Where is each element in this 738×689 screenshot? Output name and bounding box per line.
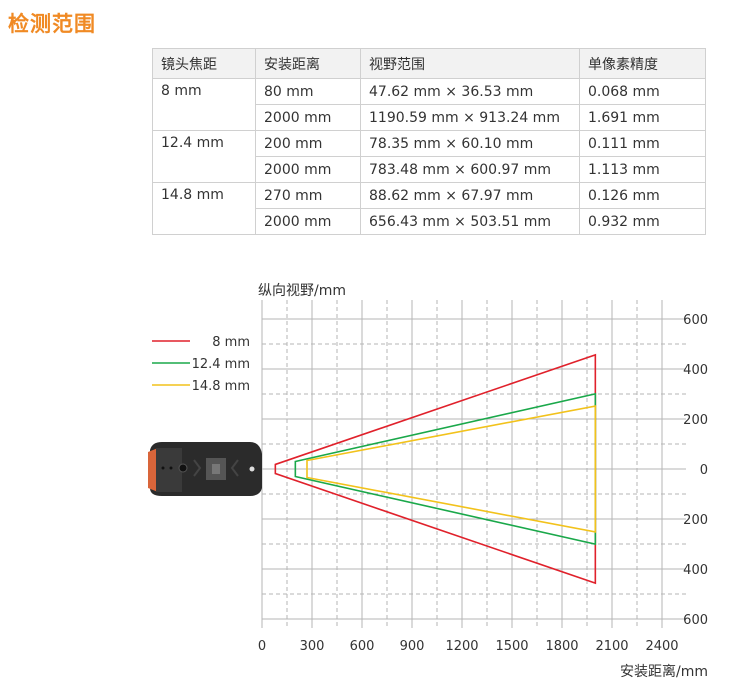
cell-precision: 1.113 mm: [579, 156, 706, 183]
x-tick-label: 900: [400, 639, 425, 654]
x-tick-label: 600: [350, 639, 375, 654]
cell-lens: 12.4 mm: [152, 130, 256, 183]
x-tick-label: 2100: [595, 639, 628, 654]
table-row: 8 mm 80 mm 47.62 mm × 36.53 mm 0.068 mm: [152, 78, 706, 131]
cell-fov: 88.62 mm × 67.97 mm: [360, 182, 580, 209]
y-tick-label: 0: [700, 463, 708, 478]
header-precision: 单像素精度: [579, 48, 706, 79]
fov-series-2: [306, 405, 597, 533]
table-header-row: 镜头焦距 安装距离 视野范围 单像素精度: [152, 48, 706, 79]
camera-image: [146, 440, 262, 498]
cell-fov: 656.43 mm × 503.51 mm: [360, 208, 580, 235]
x-tick-label: 1200: [445, 639, 478, 654]
y-tick-label: 400: [683, 563, 708, 578]
cell-fov: 1190.59 mm × 913.24 mm: [360, 104, 580, 131]
x-tick-label: 300: [300, 639, 325, 654]
cell-precision: 0.068 mm: [579, 78, 706, 105]
cell-lens: 8 mm: [152, 78, 256, 131]
y-tick-label: 200: [683, 513, 708, 528]
cell-precision: 0.932 mm: [579, 208, 706, 235]
y-tick-label: 600: [683, 313, 708, 328]
detection-range-table: 镜头焦距 安装距离 视野范围 单像素精度 8 mm 80 mm 47.62 mm ×…: [152, 48, 706, 235]
header-fov: 视野范围: [360, 48, 580, 79]
cell-distance: 2000 mm: [255, 156, 361, 183]
cell-fov: 78.35 mm × 60.10 mm: [360, 130, 580, 157]
x-tick-label: 2400: [645, 639, 678, 654]
header-lens: 镜头焦距: [152, 48, 256, 79]
cell-precision: 1.691 mm: [579, 104, 706, 131]
y-tick-label: 400: [683, 363, 708, 378]
table-row: 2000 mm 783.48 mm × 600.97 mm 1.113 mm: [153, 156, 706, 183]
cell-distance: 270 mm: [255, 182, 361, 209]
x-tick-label: 1500: [495, 639, 528, 654]
x-tick-label: 1800: [545, 639, 578, 654]
table-row: 2000 mm 1190.59 mm × 913.24 mm 1.691 mm: [153, 104, 706, 131]
table-row: 2000 mm 656.43 mm × 503.51 mm 0.932 mm: [153, 208, 706, 235]
table-row: 14.8 mm 270 mm 88.62 mm × 67.97 mm 0.126 mm: [152, 182, 706, 235]
cell-fov: 47.62 mm × 36.53 mm: [360, 78, 580, 105]
cell-precision: 0.111 mm: [579, 130, 706, 157]
legend-label: 8 mm: [212, 335, 250, 350]
y-axis-label: 纵向视野/mm: [258, 283, 346, 299]
table-row: 12.4 mm 200 mm 78.35 mm × 60.10 mm 0.111 mm: [152, 130, 706, 183]
cell-distance: 2000 mm: [255, 104, 361, 131]
legend-label: 14.8 mm: [192, 379, 250, 394]
x-tick-label: 0: [258, 639, 266, 654]
fov-series-1: [294, 392, 597, 546]
section-title: 检测范围: [8, 12, 96, 36]
header-distance: 安装距离: [255, 48, 361, 79]
y-tick-label: 600: [683, 613, 708, 628]
fov-series-0: [274, 353, 597, 585]
cell-distance: 2000 mm: [255, 208, 361, 235]
legend-label: 12.4 mm: [192, 357, 250, 372]
x-axis-label: 安装距离/mm: [620, 663, 708, 680]
y-tick-label: 200: [683, 413, 708, 428]
